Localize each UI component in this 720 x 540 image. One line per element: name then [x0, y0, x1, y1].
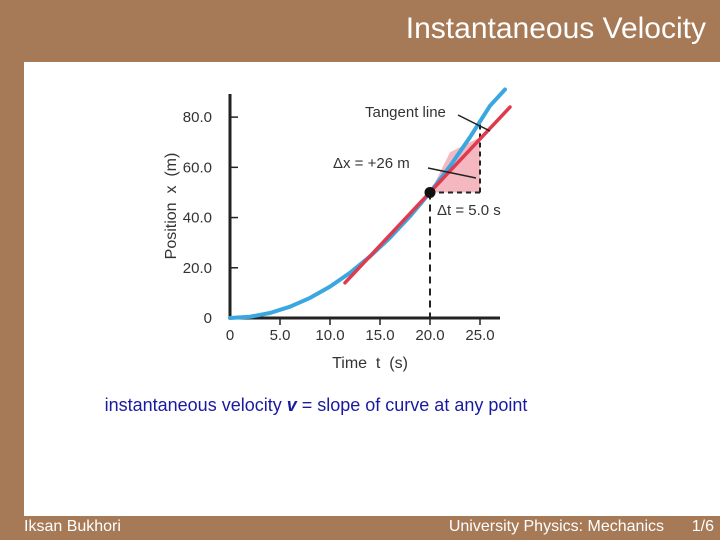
delta-t-label: Δt = 5.0 s	[437, 202, 501, 219]
delta-x-leader-line	[427, 167, 477, 179]
footer-course: University Physics: Mechanics	[448, 518, 664, 535]
delta-x-label: Δx = +26 m	[333, 155, 410, 172]
x-tick-label: 0	[226, 327, 234, 344]
caption-prefix: instantaneous velocity	[104, 395, 287, 415]
chart-ticks: 0 5.0 10.0 15.0 20.0 25.0 0 20.0 40.0 60.0 80.0	[183, 109, 495, 344]
slide-content	[24, 62, 720, 516]
page-number: 1/6	[691, 518, 714, 535]
tangent-leader-line	[457, 114, 491, 132]
y-tick-label: 60.0	[183, 159, 212, 176]
tangent-line-label: Tangent line	[365, 104, 446, 121]
tangent-point	[424, 186, 436, 198]
caption-variable: v	[286, 395, 297, 415]
x-tick-label: 20.0	[415, 327, 444, 344]
caption: instantaneous velocity v = slope of curv…	[0, 395, 720, 416]
x-tick-label: 15.0	[365, 327, 394, 344]
footer-author: Iksan Bukhori	[24, 518, 121, 535]
y-tick-label: 0	[204, 310, 212, 327]
caption-suffix: = slope of curve at any point	[296, 395, 528, 415]
y-tick-label: 20.0	[183, 260, 212, 277]
y-tick-label: 40.0	[183, 210, 212, 227]
slide-title: Instantaneous Velocity	[405, 12, 706, 45]
x-tick-label: 25.0	[465, 327, 494, 344]
chart-axes	[228, 94, 500, 320]
x-tick-label: 10.0	[315, 327, 344, 344]
x-axis-label: Time t (s)	[332, 355, 408, 372]
x-tick-label: 5.0	[270, 327, 291, 344]
y-axis-label: Position x (m)	[163, 153, 180, 260]
y-tick-label: 80.0	[183, 109, 212, 126]
chart-marks	[228, 87, 512, 320]
chart-labels: Time t (s) Position x (m) Tangent line Δ…	[163, 104, 501, 372]
